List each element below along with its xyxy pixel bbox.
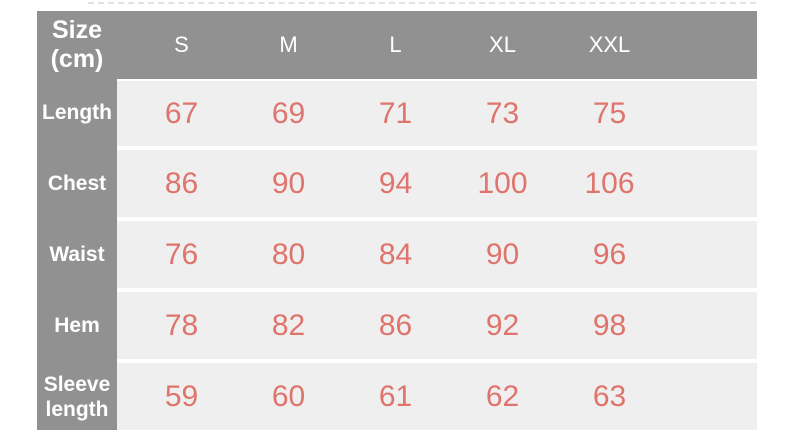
value-cell-waist: 80: [271, 237, 306, 271]
size-column-header-s: S: [174, 32, 189, 57]
value-cell-hem: 78: [164, 308, 199, 342]
measurement-label-column: Length Chest Waist Hem Sleeve length: [37, 79, 117, 430]
size-column-headers: S M L XL XXL: [117, 11, 757, 79]
value-cell-hem: 82: [271, 308, 306, 342]
size-column-header-xl: XL: [489, 32, 516, 57]
row-label-hem: Hem: [54, 314, 100, 337]
table-row-chest: 86 90 94 100 106: [117, 150, 757, 217]
table-body: Length Chest Waist Hem Sleeve length 67 69 71 7…: [37, 79, 757, 430]
table-header-row: Size (cm) S M L XL XXL: [37, 11, 757, 79]
value-cell-waist: 96: [592, 237, 627, 271]
row-label-chest: Chest: [47, 172, 107, 195]
size-column-header-m: M: [279, 32, 298, 57]
value-cell-length: 67: [164, 96, 199, 130]
table-rows: 67 69 71 73 75 86 90 94 100 106 76 80 84 90 96 78 82 86 92…: [117, 79, 757, 430]
value-cell-hem: 92: [485, 308, 520, 342]
value-cell-hem: 98: [592, 308, 627, 342]
value-cell-hem: 86: [378, 308, 413, 342]
value-cell-length: 75: [592, 96, 627, 130]
dashed-separator-line: [88, 2, 756, 4]
value-cell-chest: 94: [378, 166, 413, 200]
size-chart-table: Size (cm) S M L XL XXL Length Chest Waist Hem Sl…: [37, 11, 757, 430]
row-label-waist: Waist: [49, 243, 105, 266]
size-header-label: Size: [51, 16, 103, 44]
size-column-header-xxl: XXL: [588, 32, 631, 57]
value-cell-waist: 76: [164, 237, 199, 271]
value-cell-waist: 84: [378, 237, 413, 271]
value-cell-sleeve-length: 63: [592, 379, 627, 413]
value-cell-chest: 100: [477, 166, 528, 200]
value-cell-length: 69: [271, 96, 306, 130]
value-cell-chest: 86: [164, 166, 199, 200]
size-column-header-l: L: [389, 32, 402, 57]
value-cell-length: 73: [485, 96, 520, 130]
table-row-waist: 76 80 84 90 96: [117, 221, 757, 288]
value-cell-sleeve-length: 59: [164, 379, 199, 413]
value-cell-sleeve-length: 62: [485, 379, 520, 413]
row-label-length: Length: [42, 101, 112, 124]
value-cell-chest: 90: [271, 166, 306, 200]
table-row-sleeve-length: 59 60 61 62 63: [117, 363, 757, 430]
row-label-sleeve-length: Sleeve length: [43, 372, 111, 421]
value-cell-length: 71: [378, 96, 413, 130]
unit-header-label: (cm): [50, 45, 104, 73]
table-row-length: 67 69 71 73 75: [117, 81, 757, 146]
value-cell-waist: 90: [485, 237, 520, 271]
value-cell-sleeve-length: 60: [271, 379, 306, 413]
size-unit-header-cell: Size (cm): [37, 11, 117, 79]
value-cell-sleeve-length: 61: [378, 379, 413, 413]
value-cell-chest: 106: [584, 166, 635, 200]
table-row-hem: 78 82 86 92 98: [117, 292, 757, 359]
